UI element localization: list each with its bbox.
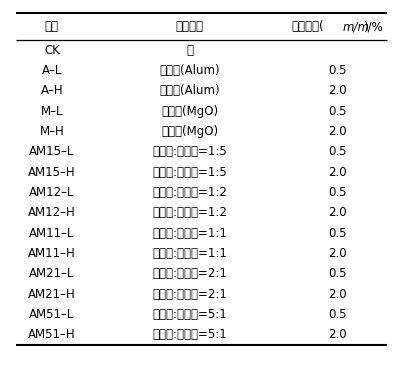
Text: 餓明矾(Alum): 餓明矾(Alum) [159,85,220,97]
Text: 餓明矾:氧化镁=1:2: 餓明矾:氧化镁=1:2 [152,206,227,219]
Text: AM51–L: AM51–L [29,308,75,321]
Text: AM12–L: AM12–L [29,186,75,199]
Text: AM51–H: AM51–H [28,328,76,341]
Text: 2.0: 2.0 [328,288,346,300]
Text: 0.5: 0.5 [328,308,346,321]
Text: 0.5: 0.5 [328,64,346,77]
Text: AM21–H: AM21–H [28,288,76,300]
Text: 餓明矾:氧化镁=1:5: 餓明矾:氧化镁=1:5 [152,166,227,179]
Text: 餓明矾:氧化镁=2:1: 餓明矾:氧化镁=2:1 [152,288,227,300]
Text: CK: CK [44,44,60,57]
Text: 添加比例(: 添加比例( [291,20,324,33]
Text: AM11–L: AM11–L [29,227,75,240]
Text: 处理: 处理 [45,20,59,33]
Text: AM15–H: AM15–H [28,166,76,179]
Text: 餓明矾:氧化镁=2:1: 餓明矾:氧化镁=2:1 [152,267,227,280]
Text: 氧化镁(MgO): 氧化镁(MgO) [161,125,218,138]
Text: 0.5: 0.5 [328,146,346,158]
Text: 餓明矾(Alum): 餓明矾(Alum) [159,64,220,77]
Text: 餓明矾:氧化镁=1:1: 餓明矾:氧化镁=1:1 [152,227,227,240]
Text: 无: 无 [186,44,193,57]
Text: AM15–L: AM15–L [29,146,75,158]
Text: A–H: A–H [41,85,63,97]
Text: 2.0: 2.0 [328,247,346,260]
Text: )/%: )/% [363,20,383,33]
Text: AM12–H: AM12–H [28,206,76,219]
Text: 餓明矾:氧化镁=5:1: 餓明矾:氧化镁=5:1 [152,328,227,341]
Text: 鸽化材料: 鸽化材料 [176,20,203,33]
Text: 餓明矾:氧化镁=1:2: 餓明矾:氧化镁=1:2 [152,186,227,199]
Text: 2.0: 2.0 [328,206,346,219]
Text: 2.0: 2.0 [328,125,346,138]
Text: 2.0: 2.0 [328,328,346,341]
Text: 餓明矾:氧化镁=1:1: 餓明矾:氧化镁=1:1 [152,247,227,260]
Text: 餓明矾:氧化镁=5:1: 餓明矾:氧化镁=5:1 [152,308,227,321]
Text: AM21–L: AM21–L [29,267,75,280]
Text: A–L: A–L [41,64,62,77]
Text: 0.5: 0.5 [328,267,346,280]
Text: 0.5: 0.5 [328,186,346,199]
Text: 氧化镁(MgO): 氧化镁(MgO) [161,105,218,118]
Text: 0.5: 0.5 [328,105,346,118]
Text: 0.5: 0.5 [328,227,346,240]
Text: 餓明矾:氧化镁=1:5: 餓明矾:氧化镁=1:5 [152,146,227,158]
Text: 2.0: 2.0 [328,166,346,179]
Text: M–H: M–H [40,125,64,138]
Text: 2.0: 2.0 [328,85,346,97]
Text: M–L: M–L [41,105,63,118]
Text: AM11–H: AM11–H [28,247,76,260]
Text: m/m: m/m [342,20,369,33]
